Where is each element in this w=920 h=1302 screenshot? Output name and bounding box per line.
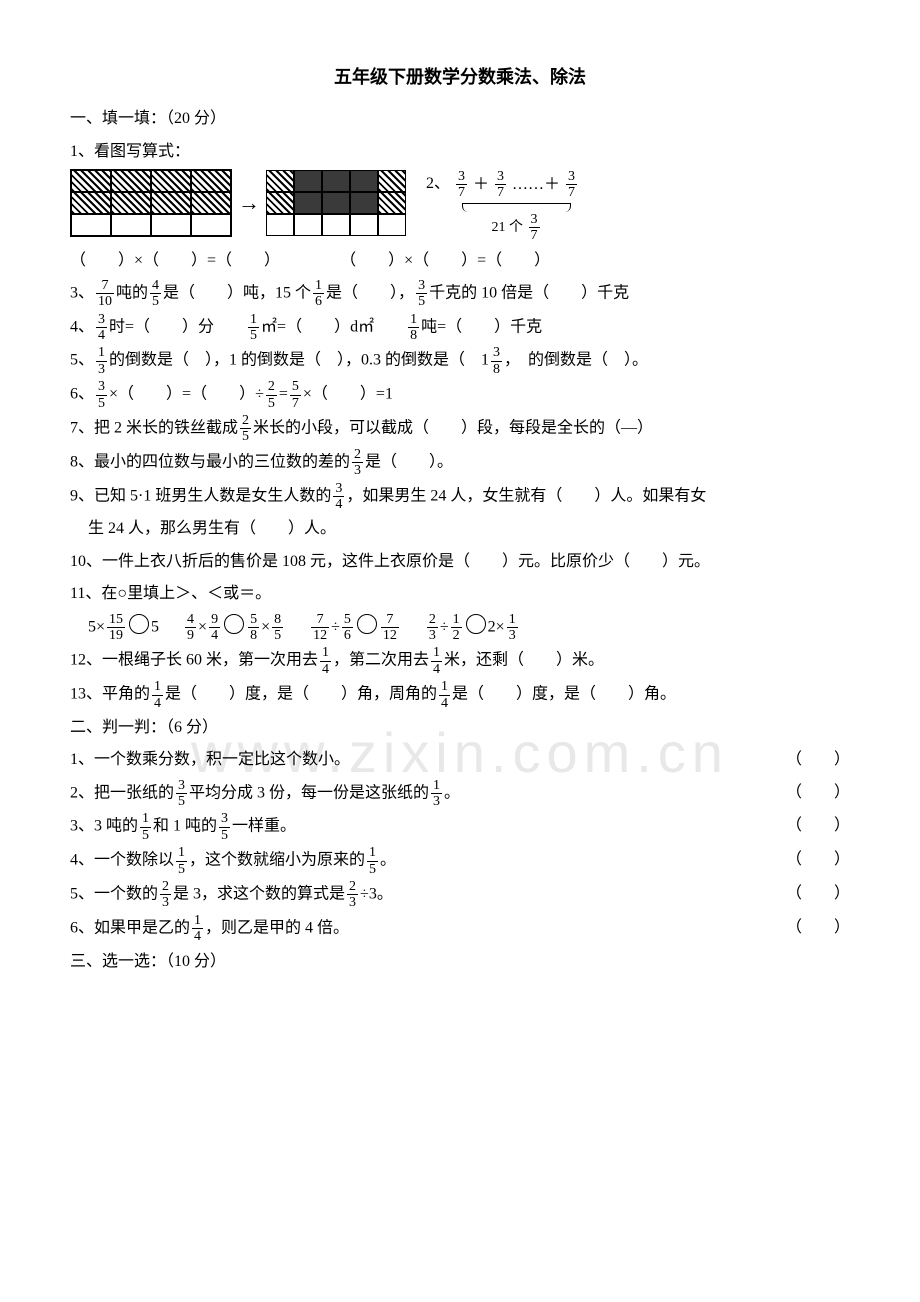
circle-icon bbox=[466, 614, 486, 634]
q11-compare: 5×15195 49×9458×85 712÷56712 23÷122×13 bbox=[88, 612, 850, 644]
q1-bars bbox=[70, 169, 232, 237]
q1-figures: → 2、 37 ＋ 37 ……＋ 37 21 个 37 bbox=[70, 169, 850, 244]
j4: 4、一个数除以15，这个数就缩小为原来的15。（ ） bbox=[70, 845, 850, 877]
q9b: 生 24 人，那么男生有（ ）人。 bbox=[88, 514, 850, 544]
q1-equations: （ ）×（ ）=（ ） （ ）×（ ）=（ ） bbox=[70, 246, 850, 276]
circle-icon bbox=[129, 614, 149, 634]
q13: 13、平角的14是（ ）度，是（ ）角，周角的14是（ ）度，是（ ）角。 bbox=[70, 679, 850, 711]
q6: 6、35×（ ）=（ ）÷25=57×（ ）=1 bbox=[70, 379, 850, 411]
q3: 3、710吨的45是（ ）吨，15 个16是（ ），35千克的 10 倍是（ ）… bbox=[70, 278, 850, 310]
j3: 3、3 吨的15和 1 吨的35一样重。（ ） bbox=[70, 811, 850, 843]
circle-icon bbox=[357, 614, 377, 634]
q4: 4、34时=（ ）分 15㎡=（ ）d㎡ 18吨=（ ）千克 bbox=[70, 312, 850, 344]
q2-prefix: 2、 bbox=[426, 175, 450, 192]
j1: 1、一个数乘分数，积一定比这个数小。（ ） bbox=[70, 745, 850, 775]
page-title: 五年级下册数学分数乘法、除法 bbox=[70, 60, 850, 94]
q2-brace-label: 21 个 37 bbox=[492, 220, 542, 235]
q1-label: 1、看图写算式： bbox=[70, 137, 850, 167]
q12: 12、一根绳子长 60 米，第一次用去14，第二次用去14米，还剩（ ）米。 bbox=[70, 645, 850, 677]
q10: 10、一件上衣八折后的售价是 108 元，这件上衣原价是（ ）元。比原价少（ ）… bbox=[70, 547, 850, 577]
page-content: 五年级下册数学分数乘法、除法 一、填一填：（20 分） 1、看图写算式： → 2… bbox=[70, 60, 850, 977]
q8: 8、最小的四位数与最小的三位数的差的23是（ ）。 bbox=[70, 447, 850, 479]
j5: 5、一个数的23是 3，求这个数的算式是23÷3。（ ） bbox=[70, 879, 850, 911]
q9: 9、已知 5·1 班男生人数是女生人数的34，如果男生 24 人，女生就有（ ）… bbox=[70, 481, 850, 513]
j2: 2、把一张纸的35平均分成 3 份，每一份是这张纸的13。（ ） bbox=[70, 778, 850, 810]
section3-heading: 三、选一选：（10 分） bbox=[70, 947, 850, 977]
q1-left-figure: → bbox=[70, 169, 406, 237]
q1-eq-left: （ ）×（ ）=（ ） bbox=[70, 246, 280, 276]
j6: 6、如果甲是乙的14，则乙是甲的 4 倍。（ ） bbox=[70, 913, 850, 945]
circle-icon bbox=[224, 614, 244, 634]
q1-eq-right: （ ）×（ ）=（ ） bbox=[340, 246, 550, 276]
q1-grid bbox=[266, 170, 406, 236]
arrow-icon: → bbox=[238, 182, 260, 224]
q5: 5、13的倒数是（ ），1 的倒数是（ ），0.3 的倒数是（ 138， 的倒数… bbox=[70, 345, 850, 377]
section2-heading: 二、判一判：（6 分） bbox=[70, 713, 850, 743]
q11: 11、在○里填上＞、＜或＝。 bbox=[70, 579, 850, 609]
q2-expression: 2、 37 ＋ 37 ……＋ 37 21 个 37 bbox=[426, 169, 850, 244]
q7: 7、把 2 米长的铁丝截成25米长的小段，可以截成（ ）段，每段是全长的（—） bbox=[70, 413, 850, 445]
section1-heading: 一、填一填：（20 分） bbox=[70, 104, 850, 134]
